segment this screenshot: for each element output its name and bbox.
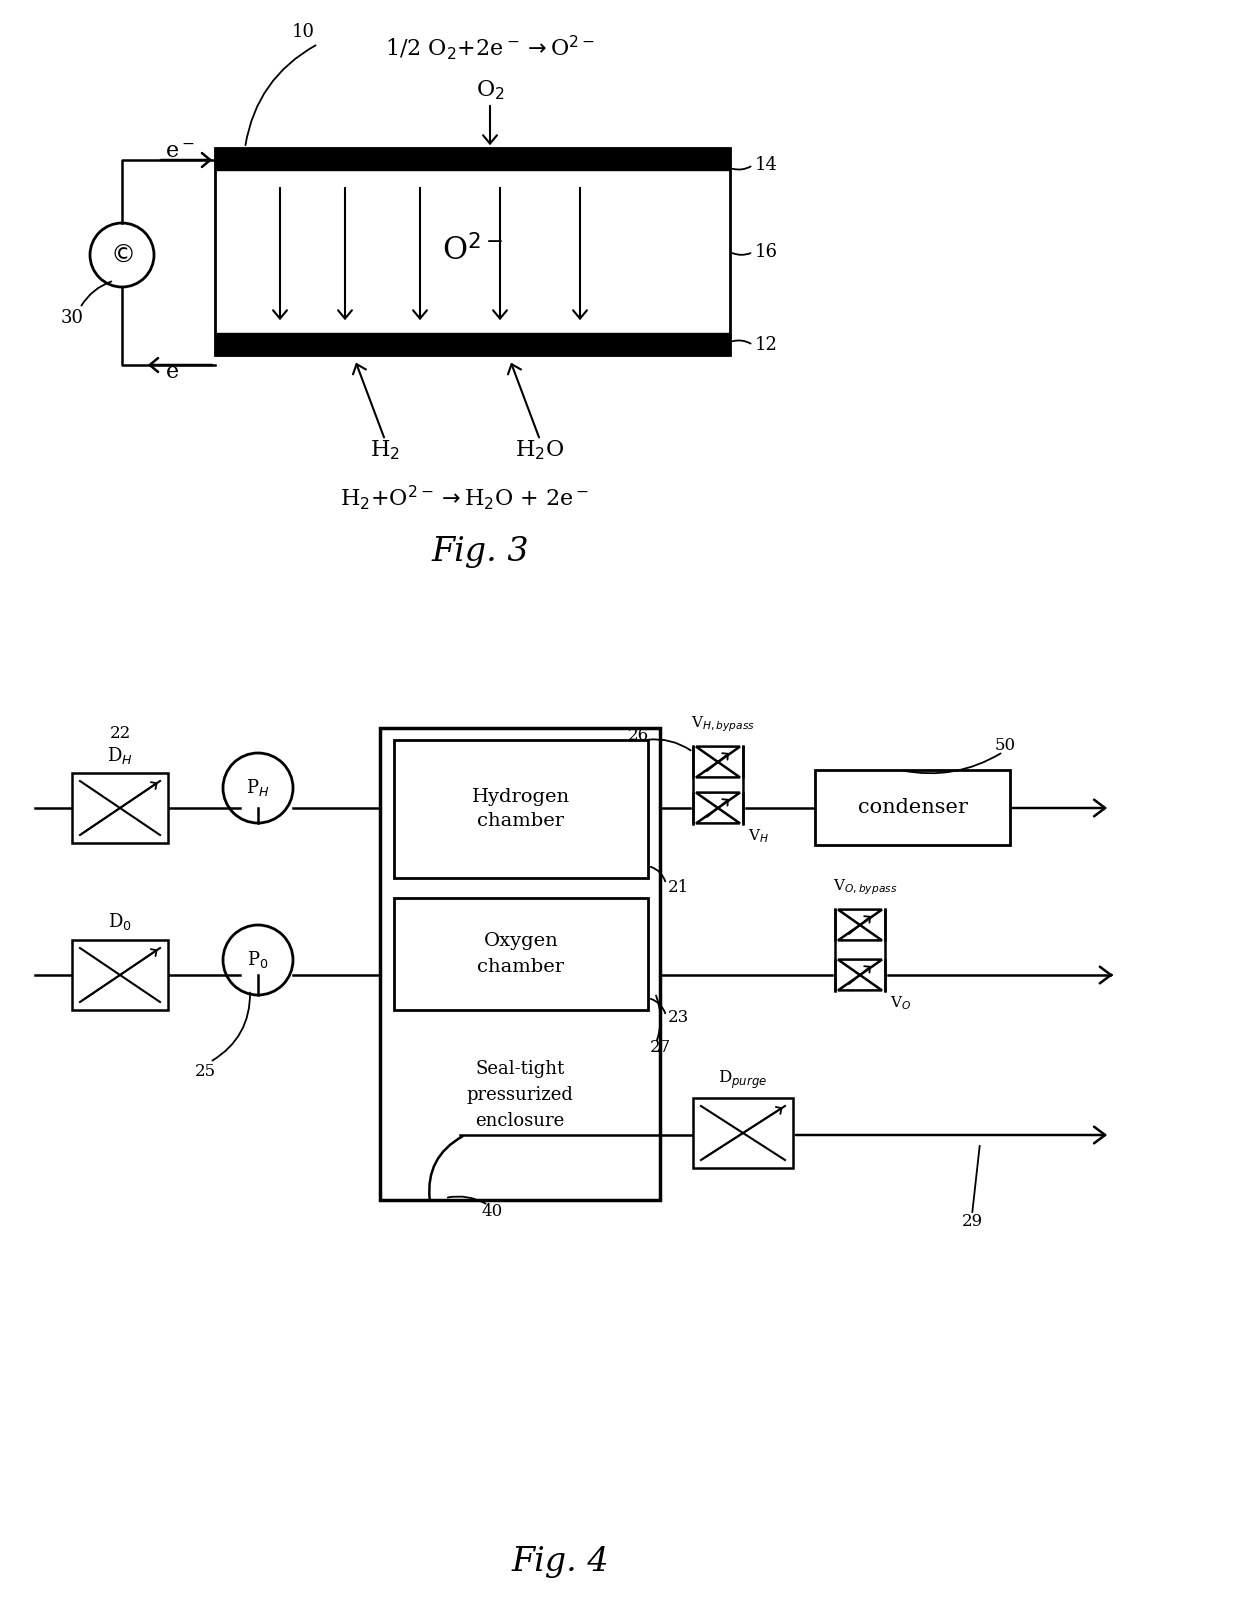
Text: e$^-$: e$^-$ <box>165 141 195 163</box>
Bar <box>693 1097 794 1168</box>
Text: O$_2$: O$_2$ <box>476 78 505 103</box>
Text: H$_2$O: H$_2$O <box>516 439 564 461</box>
Text: 14: 14 <box>755 155 777 175</box>
Text: 1/2 O$_2$+2e$^-$$\rightarrow$O$^{2-}$: 1/2 O$_2$+2e$^-$$\rightarrow$O$^{2-}$ <box>386 34 595 62</box>
Text: 22: 22 <box>109 724 130 742</box>
Text: H$_2$: H$_2$ <box>370 439 401 461</box>
Text: P$_H$: P$_H$ <box>247 777 270 798</box>
Text: 23: 23 <box>668 1009 689 1027</box>
Text: condenser: condenser <box>858 798 967 817</box>
Bar <box>72 940 167 1009</box>
Text: 27: 27 <box>650 1040 671 1056</box>
Text: Oxygen
chamber: Oxygen chamber <box>477 932 564 976</box>
Bar <box>394 740 649 878</box>
Text: Fig. 4: Fig. 4 <box>511 1546 609 1578</box>
Text: 50: 50 <box>994 737 1016 753</box>
Text: e$^-$: e$^-$ <box>165 362 195 384</box>
Text: Seal-tight
pressurized
enclosure: Seal-tight pressurized enclosure <box>466 1059 573 1131</box>
Text: V$_{H,bypass}$: V$_{H,bypass}$ <box>691 714 755 734</box>
Text: H$_2$+O$^{2-}$$\rightarrow$H$_2$O + 2e$^-$: H$_2$+O$^{2-}$$\rightarrow$H$_2$O + 2e$^… <box>341 484 589 513</box>
Text: 21: 21 <box>668 879 689 897</box>
Text: 40: 40 <box>481 1203 502 1221</box>
Bar <box>394 899 649 1009</box>
Text: 12: 12 <box>755 336 777 354</box>
Text: $\copyright$: $\copyright$ <box>110 244 134 268</box>
Text: V$_H$: V$_H$ <box>748 827 769 844</box>
Text: Fig. 3: Fig. 3 <box>432 537 528 569</box>
Text: V$_{O,bypass}$: V$_{O,bypass}$ <box>833 878 898 897</box>
Text: 16: 16 <box>755 244 777 261</box>
Text: D$_H$: D$_H$ <box>107 745 133 766</box>
Bar <box>215 147 730 356</box>
Bar <box>379 727 660 1200</box>
Bar <box>72 774 167 843</box>
Bar <box>815 771 1011 844</box>
Text: 10: 10 <box>291 22 315 42</box>
Text: O$^{2-}$: O$^{2-}$ <box>443 235 503 268</box>
Text: 25: 25 <box>195 1064 216 1080</box>
Text: 30: 30 <box>61 309 83 327</box>
Text: 26: 26 <box>627 726 649 743</box>
Text: P$_0$: P$_0$ <box>247 950 269 971</box>
Text: D$_{purge}$: D$_{purge}$ <box>718 1069 768 1091</box>
Text: 29: 29 <box>961 1213 982 1230</box>
Text: V$_O$: V$_O$ <box>890 995 911 1012</box>
Text: D$_0$: D$_0$ <box>108 912 131 932</box>
Text: Hydrogen
chamber: Hydrogen chamber <box>472 788 570 830</box>
